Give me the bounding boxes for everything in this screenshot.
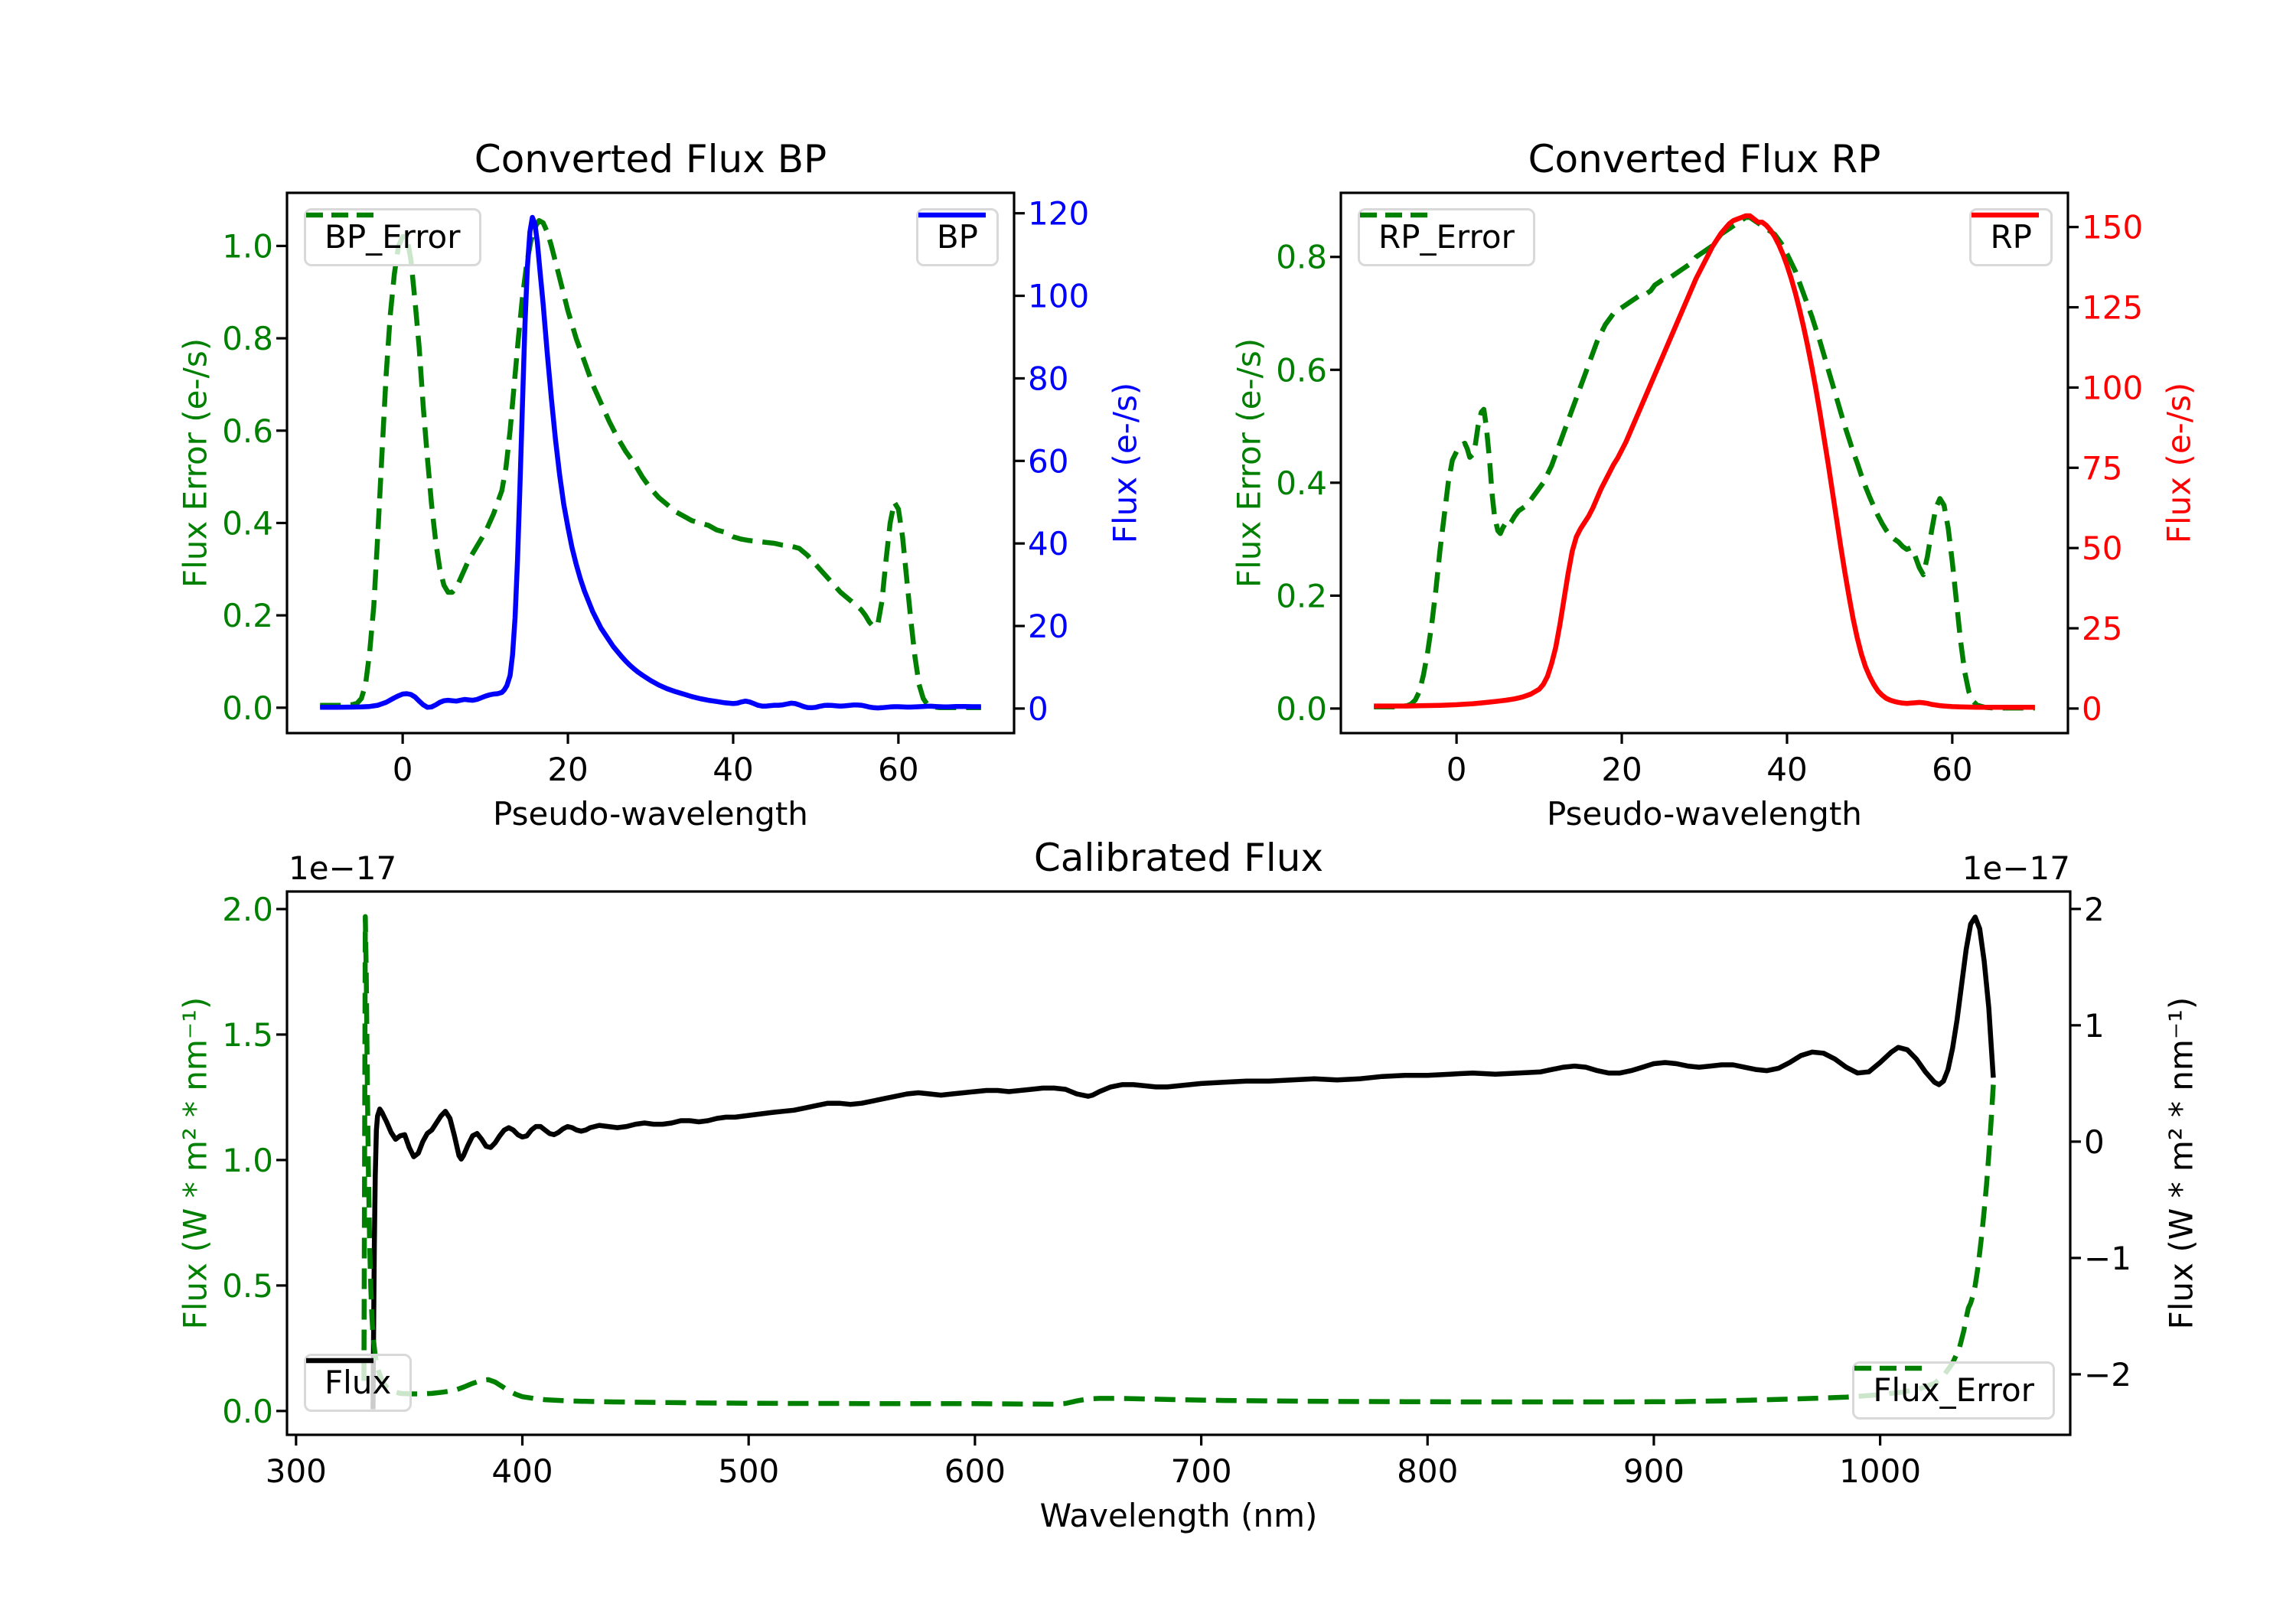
y-axis-label-right-bp: Flux (e-/s) <box>1107 383 1144 543</box>
y-tick-label-right: 0 <box>2082 690 2102 728</box>
y-axis-label-right-rp: Flux (e-/s) <box>2161 383 2198 543</box>
x-tick-label: 60 <box>1932 751 1972 788</box>
y-tick-label-left: 0.2 <box>222 597 273 634</box>
y-tick-label-left: 0.8 <box>222 320 273 357</box>
x-axis-label-bp: Pseudo-wavelength <box>493 795 808 833</box>
y-tick-label-left: 1.5 <box>222 1016 273 1054</box>
y-axis-label-left-rp: Flux Error (e-/s) <box>1231 338 1268 588</box>
y-tick-label-left: 0.5 <box>222 1267 273 1305</box>
chart-title-bp: Converted Flux BP <box>475 137 827 181</box>
chart-bp: 0 20 40 60 0.0 0.2 0.4 0.6 0.8 1.0 0 20 40 60 80 100 120… <box>177 137 1144 833</box>
y-tick-label-left: 0.6 <box>1276 351 1327 389</box>
x-tick-label: 20 <box>1601 751 1642 788</box>
y-tick-label-left: 0.0 <box>1276 690 1327 728</box>
x-tick-label: 40 <box>713 751 753 788</box>
offset-text-right-cal: 1e−17 <box>1962 849 2070 887</box>
y-tick-label-right: 80 <box>1028 360 1068 397</box>
x-tick-label: 300 <box>266 1452 327 1490</box>
series-Flux <box>370 914 1996 1410</box>
axes-frame-rp <box>1339 191 2069 735</box>
y-tick-label-right: 50 <box>2082 530 2122 567</box>
series-Flux_Error <box>361 914 1996 1407</box>
y-tick-label-right: 75 <box>2082 449 2122 487</box>
y-tick-label-left: 1.0 <box>222 1142 273 1179</box>
y-tick-label-left: 0.0 <box>222 1393 273 1430</box>
series-BP <box>320 214 981 711</box>
offset-text-left-cal: 1e−17 <box>289 849 396 887</box>
y-tick-label-right: 1 <box>2084 1007 2105 1045</box>
y-tick-label-right: 40 <box>1028 525 1068 562</box>
axes-frame-cal <box>285 890 2072 1436</box>
y-tick-label-right: 60 <box>1028 442 1068 480</box>
x-tick-label: 0 <box>1446 751 1467 788</box>
y-tick-label-right: 100 <box>2082 369 2143 406</box>
y-tick-label-right: 0 <box>2084 1123 2105 1161</box>
chart-cal: 300 400 500 600 700 800 900 1000 0.0 0.5 1.0 1.5 2.0… <box>177 836 2200 1534</box>
y-tick-label-left: 2.0 <box>222 891 273 928</box>
x-tick-label: 900 <box>1623 1452 1684 1490</box>
x-tick-label: 60 <box>878 751 918 788</box>
y-tick-label-left: 0.0 <box>222 689 273 727</box>
x-axis-label-cal: Wavelength (nm) <box>1040 1497 1318 1534</box>
x-tick-label: 20 <box>547 751 588 788</box>
y-tick-label-left: 0.2 <box>1276 577 1327 614</box>
y-tick-label-right: 2 <box>2084 891 2105 928</box>
y-tick-label-right: −1 <box>2084 1240 2131 1277</box>
x-tick-label: 0 <box>393 751 413 788</box>
series-RP_Error <box>1374 214 2035 711</box>
x-tick-label: 400 <box>491 1452 553 1490</box>
y-tick-label-left: 0.6 <box>222 412 273 450</box>
x-tick-label: 800 <box>1397 1452 1458 1490</box>
y-tick-label-right: 125 <box>2082 289 2143 327</box>
y-tick-label-right: −2 <box>2084 1356 2131 1393</box>
y-tick-label-right: 20 <box>1028 608 1068 645</box>
y-tick-label-right: 150 <box>2082 209 2143 246</box>
x-tick-label: 40 <box>1766 751 1807 788</box>
y-tick-label-right: 25 <box>2082 610 2122 647</box>
y-tick-label-left: 1.0 <box>222 227 273 265</box>
y-axis-label-right-cal: Flux (W * m² * nm⁻¹) <box>2163 997 2200 1330</box>
series-BP_Error <box>320 217 981 711</box>
chart-title-cal: Calibrated Flux <box>1034 836 1323 880</box>
y-tick-label-left: 0.8 <box>1276 239 1327 276</box>
series-RP <box>1374 213 2035 710</box>
y-tick-label-left: 0.4 <box>1276 464 1327 502</box>
x-tick-label: 1000 <box>1839 1452 1921 1490</box>
y-tick-label-right: 120 <box>1028 195 1089 233</box>
y-axis-label-left-cal: Flux (W * m² * nm⁻¹) <box>177 997 214 1330</box>
chart-title-rp: Converted Flux RP <box>1528 137 1881 181</box>
x-tick-label: 700 <box>1170 1452 1231 1490</box>
x-tick-label: 500 <box>718 1452 779 1490</box>
x-axis-label-rp: Pseudo-wavelength <box>1547 795 1862 833</box>
y-tick-label-left: 0.4 <box>222 504 273 542</box>
y-tick-label-right: 0 <box>1028 690 1049 728</box>
chart-rp: 0 20 40 60 0.0 0.2 0.4 0.6 0.8 0 25 50 75 100 125 150 Co… <box>1231 137 2198 833</box>
y-tick-label-right: 100 <box>1028 278 1089 315</box>
axes-frame-bp <box>285 191 1016 735</box>
x-tick-label: 600 <box>944 1452 1006 1490</box>
y-axis-label-left-bp: Flux Error (e-/s) <box>177 338 214 588</box>
